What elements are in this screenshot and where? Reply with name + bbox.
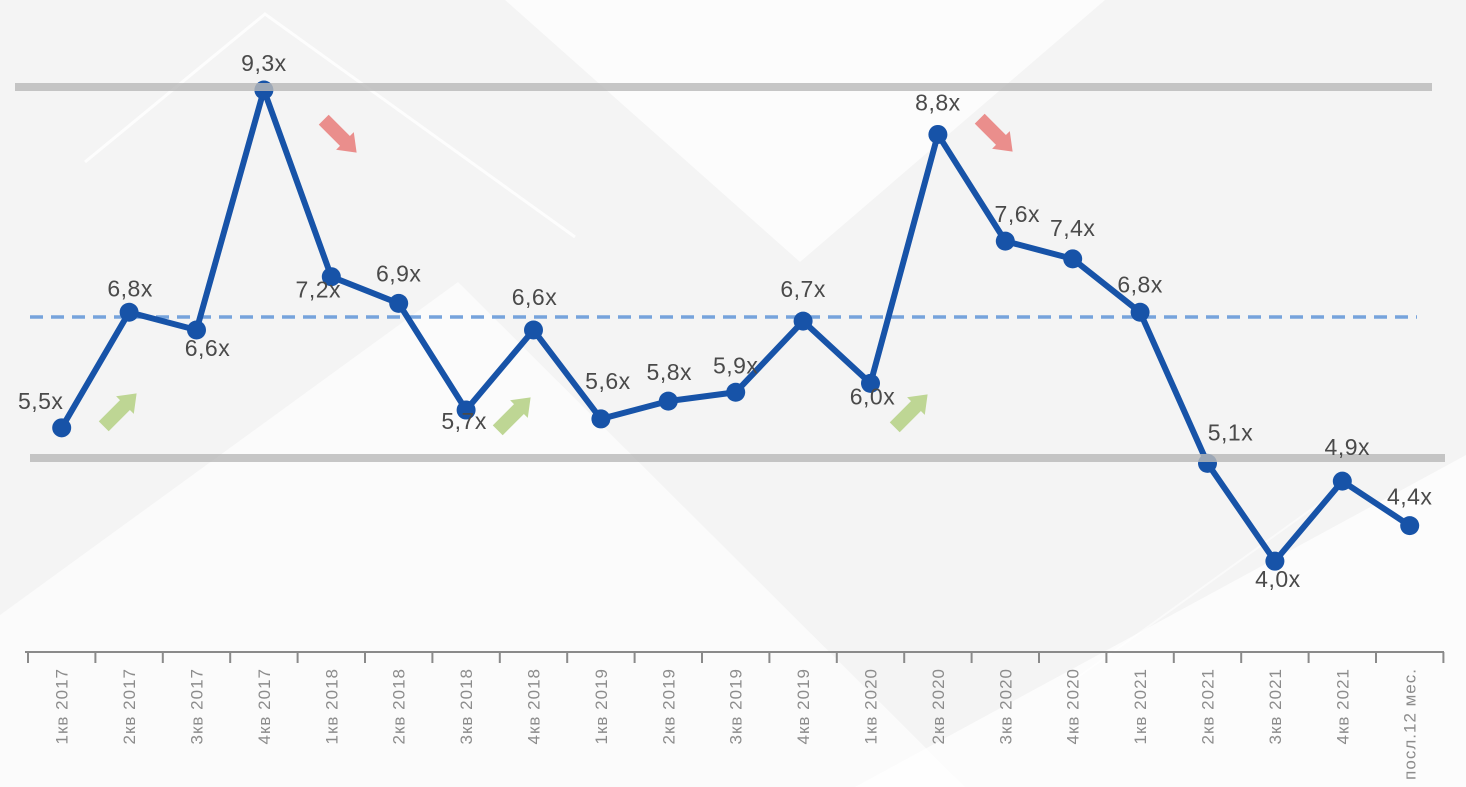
- data-point: [726, 382, 746, 402]
- x-axis-label: 1кв 2018: [322, 668, 341, 744]
- data-point: [524, 320, 543, 340]
- trend-arrow-down-icon: [974, 113, 1013, 152]
- x-axis-label: 1кв 2021: [1131, 668, 1150, 744]
- data-point: [658, 391, 678, 411]
- x-axis-label: 1кв 2019: [592, 668, 611, 744]
- point-value-label: 6,7x: [780, 276, 825, 302]
- point-value-label: 7,6x: [995, 201, 1040, 227]
- point-value-label: 6,9x: [376, 260, 421, 286]
- data-point: [52, 418, 72, 438]
- point-value-label: 7,4x: [1050, 215, 1095, 241]
- x-axis-label: 3кв 2019: [727, 668, 746, 744]
- point-value-label: 6,8x: [107, 275, 152, 301]
- x-axis-label: 4кв 2021: [1333, 668, 1352, 744]
- lower-band-bar: [30, 454, 1445, 462]
- point-value-label: 5,7x: [441, 408, 486, 434]
- x-axis-label: 2кв 2020: [929, 668, 948, 744]
- upper-band-bar: [15, 83, 1432, 91]
- background-pattern-shape: [0, 282, 965, 787]
- data-point: [1130, 302, 1150, 322]
- background-pattern-shape: [855, 455, 1466, 787]
- x-axis-label: 3кв 2018: [457, 668, 476, 744]
- trend-arrow-down-icon: [318, 114, 357, 153]
- point-value-label: 5,5x: [18, 388, 63, 414]
- data-point: [389, 293, 409, 313]
- data-point: [1400, 516, 1420, 536]
- data-point: [1332, 471, 1352, 491]
- data-point: [321, 267, 341, 287]
- point-value-label: 5,9x: [713, 352, 758, 378]
- point-value-label: 6,8x: [1117, 271, 1162, 297]
- data-point: [1063, 249, 1083, 269]
- trend-arrow-up-icon: [889, 394, 928, 433]
- x-axis-label: 2кв 2018: [390, 668, 409, 744]
- x-axis-label: 4кв 2018: [525, 668, 544, 744]
- data-point: [119, 302, 139, 322]
- point-value-label: 5,8x: [647, 359, 692, 385]
- point-value-label: 6,6x: [512, 284, 557, 310]
- background-pattern-line: [84, 12, 576, 239]
- data-point: [187, 320, 206, 340]
- data-point: [456, 400, 476, 420]
- point-value-label: 9,3x: [241, 50, 286, 76]
- x-axis-label: 3кв 2020: [996, 668, 1015, 744]
- x-axis-label: 2кв 2017: [120, 668, 139, 744]
- x-axis-label: 4кв 2019: [794, 668, 813, 744]
- point-value-label: 6,0x: [850, 383, 895, 409]
- data-point: [1265, 551, 1285, 571]
- x-axis-label: посл.12 мес.: [1401, 668, 1420, 780]
- trend-arrow-up-icon: [98, 393, 137, 432]
- data-point: [995, 231, 1015, 251]
- x-axis-label: 2кв 2019: [659, 668, 678, 744]
- data-point: [793, 311, 813, 331]
- x-axis-label: 1кв 2020: [862, 668, 881, 744]
- x-axis-label: 4кв 2020: [1064, 668, 1083, 744]
- point-value-label: 4,9x: [1325, 434, 1370, 460]
- x-axis-label: 3кв 2017: [188, 668, 207, 744]
- background-pattern-line: [1059, 484, 1346, 691]
- x-axis-label: 2кв 2021: [1199, 668, 1218, 744]
- point-value-label: 6,6x: [185, 335, 230, 361]
- data-point: [591, 409, 611, 429]
- point-value-label: 7,2x: [296, 277, 341, 303]
- point-value-label: 8,8x: [915, 89, 960, 115]
- x-axis-label: 1кв 2017: [53, 668, 72, 744]
- data-point: [928, 124, 948, 144]
- x-axis-label: 4кв 2017: [255, 668, 274, 744]
- background-pattern-shape: [505, 0, 1105, 262]
- trend-arrow-up-icon: [492, 397, 531, 436]
- x-axis-label: 3кв 2021: [1266, 668, 1285, 744]
- point-value-label: 5,6x: [585, 368, 630, 394]
- point-value-label: 4,4x: [1387, 484, 1432, 510]
- data-point: [861, 373, 880, 393]
- point-value-label: 5,1x: [1208, 419, 1253, 445]
- point-value-label: 4,0x: [1255, 566, 1300, 592]
